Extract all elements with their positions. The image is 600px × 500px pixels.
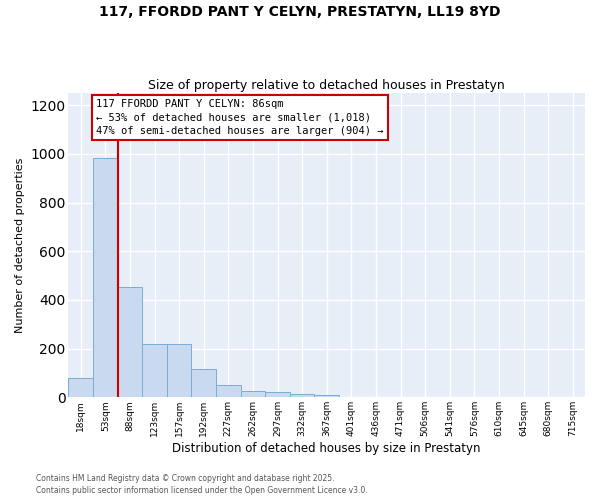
- Bar: [142, 344, 167, 398]
- Bar: [314, 395, 339, 398]
- Bar: [167, 344, 191, 398]
- Bar: [191, 370, 216, 398]
- Bar: [93, 158, 118, 398]
- Text: Contains HM Land Registry data © Crown copyright and database right 2025.
Contai: Contains HM Land Registry data © Crown c…: [36, 474, 368, 495]
- Text: 117, FFORDD PANT Y CELYN, PRESTATYN, LL19 8YD: 117, FFORDD PANT Y CELYN, PRESTATYN, LL1…: [99, 5, 501, 19]
- Bar: [290, 394, 314, 398]
- Text: 117 FFORDD PANT Y CELYN: 86sqm
← 53% of detached houses are smaller (1,018)
47% : 117 FFORDD PANT Y CELYN: 86sqm ← 53% of …: [96, 99, 383, 136]
- Bar: [241, 391, 265, 398]
- Bar: [68, 378, 93, 398]
- Bar: [216, 385, 241, 398]
- Bar: [265, 392, 290, 398]
- Title: Size of property relative to detached houses in Prestatyn: Size of property relative to detached ho…: [148, 79, 505, 92]
- Bar: [118, 286, 142, 398]
- X-axis label: Distribution of detached houses by size in Prestatyn: Distribution of detached houses by size …: [172, 442, 481, 455]
- Y-axis label: Number of detached properties: Number of detached properties: [15, 158, 25, 333]
